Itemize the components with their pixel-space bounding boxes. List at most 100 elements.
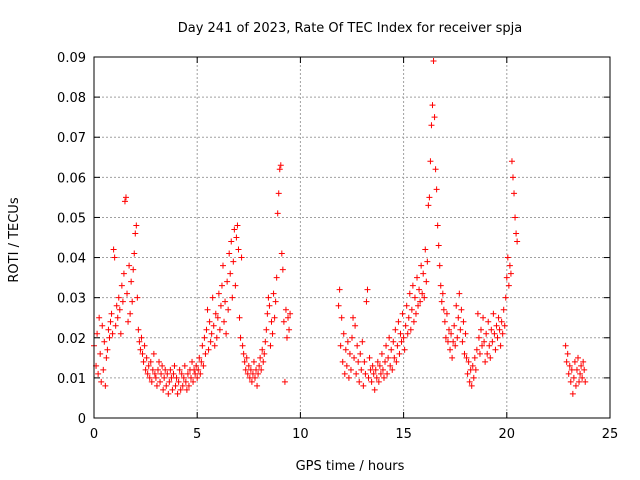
data-point: [482, 358, 489, 365]
data-point: [112, 322, 119, 329]
data-point: [498, 318, 505, 325]
data-point: [177, 386, 184, 393]
data-point: [111, 254, 118, 261]
y-tick-label: 0.07: [57, 131, 86, 146]
chart-title: Day 241 of 2023, Rate Of TEC Index for r…: [178, 21, 523, 36]
data-point: [125, 318, 132, 325]
data-point: [124, 290, 131, 297]
data-point: [272, 298, 279, 305]
data-point: [273, 274, 280, 281]
x-tick-label: 0: [90, 427, 98, 442]
data-point: [450, 338, 457, 345]
data-point: [99, 322, 106, 329]
data-point: [490, 310, 497, 317]
data-point: [469, 362, 476, 369]
data-point: [188, 374, 195, 381]
data-point: [371, 386, 378, 393]
data-point: [443, 310, 450, 317]
data-point: [377, 370, 384, 377]
grid-lines: [94, 57, 610, 418]
data-point: [360, 382, 367, 389]
data-point: [414, 274, 421, 281]
data-point: [456, 290, 463, 297]
y-tick-label: 0.01: [57, 372, 86, 387]
data-point: [421, 294, 428, 301]
data-point: [514, 238, 521, 245]
data-point: [126, 262, 133, 269]
data-point: [491, 330, 498, 337]
data-point: [568, 366, 575, 373]
data-point: [281, 378, 288, 385]
data-point: [579, 374, 586, 381]
data-point: [220, 262, 226, 269]
data-point: [218, 282, 225, 289]
data-point: [193, 362, 200, 369]
data-point: [241, 358, 248, 365]
data-point: [160, 386, 167, 393]
data-point: [372, 366, 379, 373]
data-point: [476, 350, 483, 357]
data-point: [222, 298, 229, 305]
data-point: [167, 366, 174, 373]
data-point: [362, 370, 369, 377]
data-point: [380, 374, 387, 381]
x-tick-label: 25: [602, 427, 619, 442]
data-point: [212, 310, 219, 317]
data-point: [375, 378, 382, 385]
data-point: [185, 382, 192, 389]
data-point: [137, 346, 144, 353]
data-point: [225, 306, 232, 313]
data-point: [566, 362, 573, 369]
data-point: [210, 322, 217, 329]
data-point: [198, 358, 205, 365]
y-tick-label: 0.06: [57, 171, 86, 186]
data-point: [344, 338, 351, 345]
data-point: [207, 338, 214, 345]
x-tick-labels: 0 5 10 15 20 25: [90, 427, 618, 442]
data-point: [367, 366, 374, 373]
data-point: [361, 358, 368, 365]
data-point: [128, 278, 135, 285]
data-point: [573, 366, 580, 373]
data-point: [339, 358, 346, 365]
data-point: [208, 330, 215, 337]
data-point: [189, 358, 196, 365]
data-point: [261, 350, 268, 357]
data-point: [350, 314, 357, 321]
data-point: [148, 378, 155, 385]
data-point: [157, 378, 164, 385]
data-point: [104, 346, 111, 353]
data-point: [136, 338, 143, 345]
data-point: [470, 374, 477, 381]
data-point: [337, 342, 344, 349]
data-point: [280, 318, 287, 325]
data-point: [183, 386, 190, 393]
data-point: [453, 302, 460, 309]
data-point: [101, 338, 108, 345]
data-point: [226, 250, 233, 257]
data-point: [416, 286, 423, 293]
data-point: [478, 326, 484, 333]
data-point: [388, 346, 395, 353]
data-point: [164, 370, 171, 377]
data-point: [256, 362, 263, 369]
data-point: [227, 270, 234, 277]
data-point: [357, 350, 364, 357]
data-point: [278, 250, 285, 257]
data-point: [245, 362, 252, 369]
data-point: [484, 350, 491, 357]
data-point: [351, 354, 358, 361]
data-point: [396, 350, 403, 357]
data-point: [432, 166, 439, 173]
data-point: [235, 246, 242, 253]
data-point: [390, 338, 397, 345]
data-point: [213, 334, 220, 341]
data-point: [465, 358, 472, 365]
data-point: [162, 366, 169, 373]
data-point: [168, 374, 175, 381]
data-point: [285, 314, 292, 321]
data-point: [423, 278, 430, 285]
data-point: [114, 314, 121, 321]
data-point: [408, 306, 415, 313]
data-point: [145, 362, 152, 369]
